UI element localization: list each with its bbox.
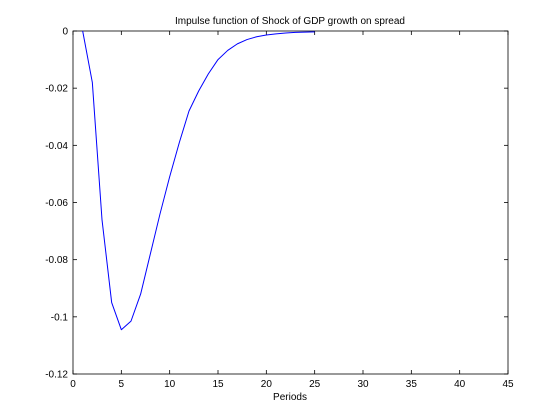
y-tick-label: -0.06 <box>45 198 68 209</box>
x-tick-label: 40 <box>454 379 466 390</box>
series-line <box>82 30 315 331</box>
x-axis-label: Periods <box>273 392 307 403</box>
y-axis: 0 -0.02 -0.04 -0.06 -0.08 -0.1 -0.12 <box>45 27 508 381</box>
x-tick-label: 15 <box>212 379 224 390</box>
x-tick-label: 10 <box>164 379 176 390</box>
y-tick-label: -0.04 <box>45 141 68 152</box>
x-tick-label: 35 <box>406 379 418 390</box>
x-tick-label: 25 <box>309 379 321 390</box>
y-tick-label: 0 <box>62 27 68 38</box>
x-tick-label: 30 <box>357 379 369 390</box>
chart-title: Impulse function of Shock of GDP growth … <box>175 16 405 27</box>
x-tick-label: 5 <box>119 379 125 390</box>
plot-area <box>72 30 509 375</box>
y-tick-label: -0.1 <box>51 312 69 323</box>
y-tick-label: -0.02 <box>45 84 68 95</box>
series-layer <box>82 30 315 331</box>
y-tick-label: -0.12 <box>45 370 68 381</box>
x-axis: 0 5 10 15 20 25 30 35 40 45 <box>70 31 514 390</box>
x-tick-label: 20 <box>261 379 273 390</box>
x-tick-label: 45 <box>502 379 514 390</box>
y-tick-label: -0.08 <box>45 255 68 266</box>
x-tick-label: 0 <box>70 379 76 390</box>
